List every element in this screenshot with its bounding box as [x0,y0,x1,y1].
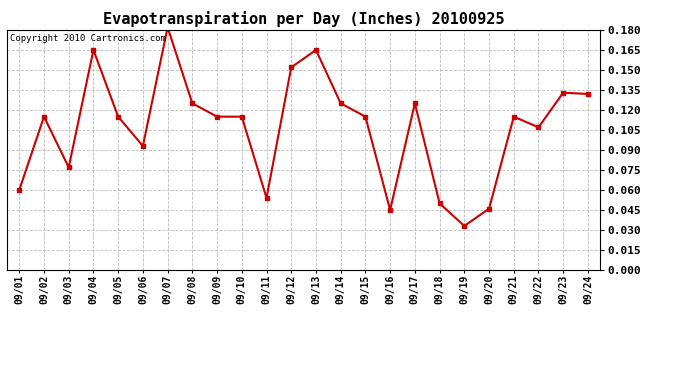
Text: Copyright 2010 Cartronics.com: Copyright 2010 Cartronics.com [10,34,166,43]
Title: Evapotranspiration per Day (Inches) 20100925: Evapotranspiration per Day (Inches) 2010… [103,12,504,27]
